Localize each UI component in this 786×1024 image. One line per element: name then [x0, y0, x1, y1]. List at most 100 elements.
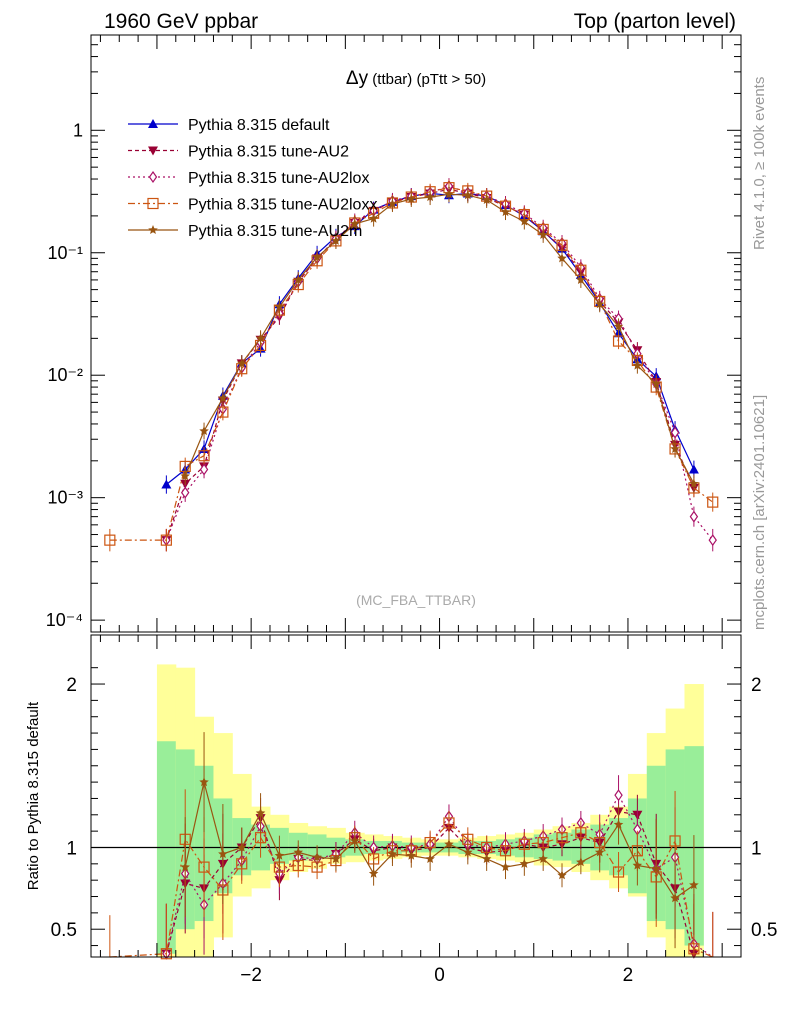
ratio-y-tick-label: 2 — [66, 675, 77, 696]
ratio-point — [518, 838, 530, 850]
ratio-point — [406, 850, 416, 860]
main-series-5 — [180, 186, 699, 493]
legend-marker — [147, 197, 159, 210]
main-point — [387, 199, 398, 209]
ratio-point — [444, 839, 454, 849]
ratio-point — [688, 943, 700, 955]
ratio-point — [500, 862, 511, 872]
main-title-rest: (ttbar) (pTtt > 50) — [368, 71, 486, 88]
main-title: Δy (ttbar) (pTtt > 50) — [346, 68, 486, 89]
ratio-point — [519, 858, 530, 868]
main-point — [689, 478, 699, 488]
legend: Pythia 8.315 default Pythia 8.315 tune-AU… — [128, 117, 377, 240]
ratio-point — [613, 819, 624, 829]
legend-label: Pythia 8.315 default — [188, 117, 330, 134]
ratio-point — [350, 835, 360, 845]
x-tick-label: −2 — [240, 965, 262, 986]
ratio-series-4 — [180, 732, 699, 949]
main-point — [481, 194, 492, 204]
main-point — [160, 534, 172, 546]
ratio-point — [575, 827, 587, 839]
main-title-delta: Δy — [346, 68, 369, 89]
legend-label: Pythia 8.315 tune-AU2loxx — [188, 197, 377, 214]
main-series-line-2 — [165, 188, 695, 541]
legend-item-1: Pythia 8.315 default — [128, 117, 330, 134]
ratio-point — [237, 842, 247, 852]
ratio-point — [331, 853, 341, 863]
ratio-point — [180, 862, 190, 872]
ratio-point — [576, 857, 586, 867]
legend-item-2: Pythia 8.315 tune-AU2 — [128, 144, 349, 161]
main-point — [632, 360, 643, 370]
main-point — [500, 207, 511, 217]
legend-marker — [148, 146, 158, 156]
ratio-point — [651, 863, 661, 873]
ratio-point — [463, 847, 473, 857]
ratio-y-tick-label-right: 1 — [751, 838, 762, 859]
ratio-point — [556, 832, 568, 844]
main-point — [463, 190, 473, 200]
ratio-point — [199, 777, 209, 787]
ratio-point — [594, 847, 605, 857]
main-point — [538, 229, 548, 239]
ratio-y-tick-label-right: 2 — [751, 675, 762, 696]
ratio-point — [160, 948, 172, 960]
main-frame — [90, 34, 742, 633]
y-tick-label: 10⁻¹ — [47, 243, 83, 263]
main-point — [556, 239, 568, 251]
main-point — [161, 479, 172, 489]
main-point — [670, 426, 680, 439]
ratio-series-line-4 — [184, 781, 695, 900]
legend-marker — [148, 119, 158, 128]
ratio-band-layer — [91, 664, 741, 957]
main-point — [670, 443, 680, 453]
main-point — [198, 450, 210, 462]
main-point — [708, 534, 717, 547]
legend-marker — [148, 225, 158, 234]
ratio-point — [612, 866, 625, 878]
main-point — [350, 218, 360, 228]
ratio-point — [274, 850, 285, 860]
ratio-point — [481, 853, 492, 863]
main-axis-ticks — [91, 34, 741, 632]
main-point — [255, 333, 266, 343]
ratio-series-line-2 — [165, 793, 714, 958]
ratio-point — [312, 852, 322, 862]
main-series-line-4 — [109, 187, 714, 541]
ratio-point — [632, 860, 643, 870]
ratio-point — [614, 789, 623, 802]
main-point — [293, 274, 303, 284]
ratio-y-tick-label: 0.5 — [51, 920, 77, 941]
main-tick-labels: 10⁻⁴ 10⁻³ 10⁻² 10⁻¹ 1 — [46, 120, 83, 630]
legend-label: Pythia 8.315 tune-AU2m — [188, 223, 362, 240]
x-tick-label: 2 — [623, 965, 634, 986]
watermark: (MC_FBA_TTBAR) — [356, 592, 476, 608]
main-point — [199, 463, 209, 476]
ratio-point — [689, 880, 699, 890]
main-point — [557, 253, 567, 263]
ratio-panel: 0.5 0.5 1 1 2 2 −2 0 2 Ratio to Pythia 8.315 def… — [25, 634, 778, 986]
main-panel: 10⁻⁴ 10⁻³ 10⁻² 10⁻¹ 1 Δy (ttbar) (pTtt > 50)… — [46, 34, 742, 633]
main-point — [612, 335, 625, 347]
main-point — [274, 302, 285, 312]
legend-item-5: Pythia 8.315 tune-AU2m — [128, 223, 362, 240]
ratio-y-tick-label-right: 0.5 — [751, 920, 777, 941]
main-point — [651, 378, 661, 388]
main-series-layer — [104, 178, 719, 552]
main-point — [689, 510, 699, 523]
main-point — [406, 194, 416, 203]
rivet-label: Rivet 4.1.0, ≥ 100k events — [751, 77, 768, 250]
y-tick-label: 10⁻⁴ — [46, 610, 83, 630]
main-series-line-5 — [184, 193, 695, 484]
ratio-point — [670, 893, 680, 903]
main-point — [368, 213, 379, 223]
ratio-point — [198, 861, 210, 873]
main-point — [312, 252, 322, 262]
ratio-tick-labels: 0.5 0.5 1 1 2 2 −2 0 2 — [51, 675, 778, 986]
main-point — [199, 426, 209, 436]
main-point — [613, 321, 624, 331]
main-point — [576, 274, 586, 284]
ratio-series-layer — [109, 732, 714, 960]
main-point — [688, 464, 699, 474]
